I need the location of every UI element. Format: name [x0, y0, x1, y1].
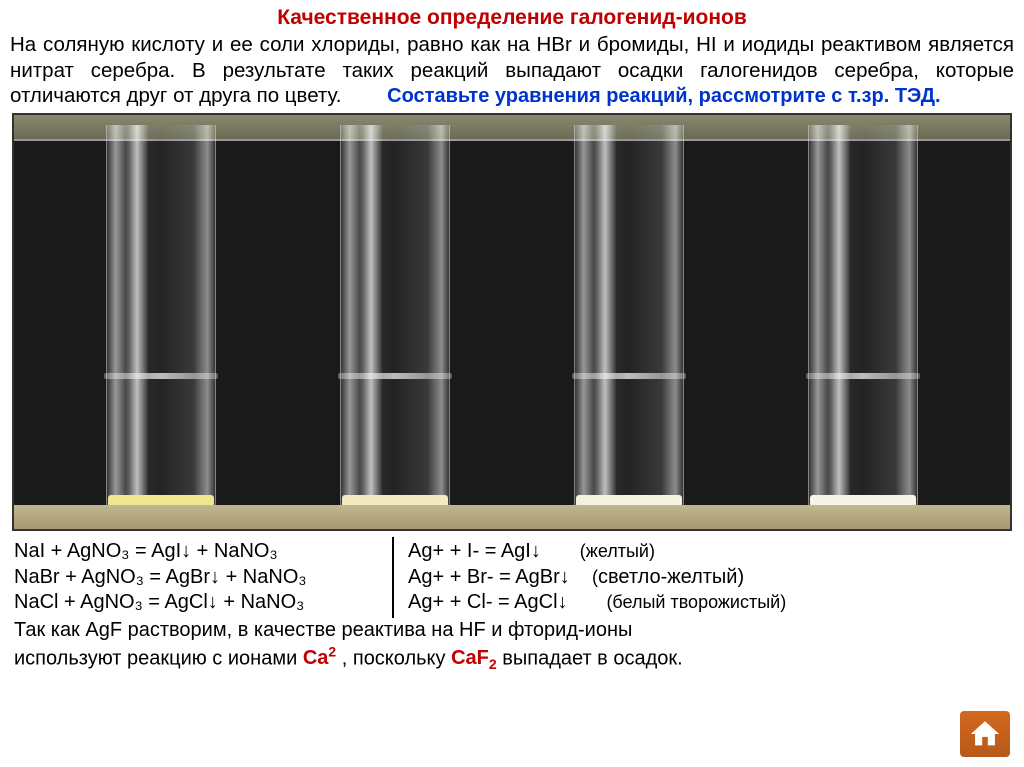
equation-row-3: NaCl + AgNO₃ = AgCl↓ + NaNO₃ Ag+ + Cl- =… — [14, 590, 1010, 616]
test-tube-1 — [86, 125, 236, 509]
eq1-note: (желтый) — [580, 541, 655, 561]
bottom-line-1: Так как AgF растворим, в качестве реакти… — [14, 618, 1010, 644]
tubes-container — [14, 125, 1010, 509]
test-tube-2 — [320, 125, 470, 509]
home-icon — [968, 717, 1002, 751]
bottom2b: , поскольку — [336, 647, 451, 669]
eq2-left: NaBr + AgNO₃ = AgBr↓ + NaNO₃ — [14, 565, 384, 591]
bottom-line-2: используют реакцию с ионами Ca2 , поскол… — [14, 644, 1010, 675]
instruction-text: Составьте уравнения реакций, рассмотрите… — [387, 85, 940, 107]
equation-row-2: NaBr + AgNO₃ = AgBr↓ + NaNO₃ Ag+ + Br- =… — [14, 565, 1010, 591]
bottom2a: используют реакцию с ионами — [14, 647, 303, 669]
caf2: CaF2 — [451, 647, 497, 669]
page-title: Качественное определение галогенид-ионов — [0, 0, 1024, 32]
ca-ion: Ca2 — [303, 647, 336, 669]
intro-text: На соляную кислоту и ее соли хлориды, ра… — [0, 32, 1024, 109]
eq2-right: Ag+ + Br- = AgBr↓ — [408, 566, 570, 588]
equations-block: NaI + AgNO₃ = AgI↓ + NaNO₃ Ag+ + I- = Ag… — [0, 537, 1024, 616]
shelf-bottom — [14, 505, 1010, 529]
equation-row-1: NaI + AgNO₃ = AgI↓ + NaNO₃ Ag+ + I- = Ag… — [14, 539, 1010, 565]
bottom-text: Так как AgF растворим, в качестве реакти… — [0, 616, 1024, 674]
test-tube-3 — [554, 125, 704, 509]
eq1-right: Ag+ + I- = AgI↓ — [408, 540, 541, 562]
experiment-photo — [12, 113, 1012, 531]
eq1-left: NaI + AgNO₃ = AgI↓ + NaNO₃ — [14, 539, 384, 565]
eq2-note-text: светло-желтый) — [598, 566, 744, 588]
bottom2c: выпадает в осадок. — [497, 647, 683, 669]
eq3-note: (белый творожистый) — [606, 592, 786, 612]
test-tube-4 — [788, 125, 938, 509]
home-button[interactable] — [960, 711, 1010, 757]
eq3-left: NaCl + AgNO₃ = AgCl↓ + NaNO₃ — [14, 590, 384, 616]
eq3-right: Ag+ + Cl- = AgCl↓ — [408, 591, 568, 613]
